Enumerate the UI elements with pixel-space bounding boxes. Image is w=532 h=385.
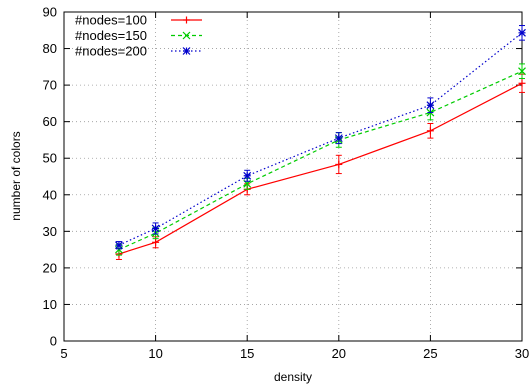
marker-stroke (518, 67, 526, 76)
x-tick-label: 25 (423, 346, 437, 361)
series-group (115, 25, 526, 260)
marker-stroke (115, 241, 123, 250)
series-line (118, 32, 523, 246)
y-tick-label: 70 (43, 78, 57, 93)
legend-label: #nodes=100 (75, 13, 147, 28)
legend-label: #nodes=200 (75, 44, 147, 59)
data-point (335, 160, 343, 168)
data-point (426, 101, 435, 110)
y-tick-label: 30 (43, 224, 57, 239)
legend-label: #nodes=150 (75, 28, 147, 43)
marker-stroke (334, 134, 343, 143)
series-3 (115, 25, 526, 250)
data-point (183, 16, 190, 24)
data-point (334, 134, 343, 143)
x-tick-label: 20 (332, 346, 346, 361)
legend: #nodes=100#nodes=150#nodes=200 (75, 13, 202, 59)
axis-ticks: 0 10 20 30 40 50 60 70 80 90 5 10 15 20 25 30 (43, 5, 530, 362)
x-tick-label: 5 (60, 346, 67, 361)
marker-stroke (182, 47, 191, 55)
x-tick-label: 15 (240, 346, 254, 361)
marker-stroke (182, 31, 191, 40)
marker-stroke (243, 171, 252, 180)
x-tick-label: 10 (148, 346, 162, 361)
data-point (151, 224, 160, 233)
data-point (426, 127, 434, 135)
data-point (182, 31, 191, 40)
series-2 (115, 63, 526, 256)
legend-item-3: #nodes=200 (75, 44, 202, 59)
series-line (118, 70, 523, 251)
marker-stroke (151, 224, 160, 233)
grid-lines (64, 12, 522, 341)
marker-stroke (426, 101, 435, 110)
y-tick-label: 80 (43, 41, 57, 56)
y-tick-label: 50 (43, 151, 57, 166)
y-axis-title: number of colors (9, 131, 23, 220)
plot-frame (63, 11, 523, 342)
x-tick-label: 30 (515, 346, 529, 361)
y-tick-label: 60 (43, 114, 57, 129)
x-axis-title: density (274, 370, 312, 384)
data-point (243, 171, 252, 180)
series-line (118, 82, 523, 255)
data-point (115, 241, 123, 250)
marker-stroke (518, 28, 526, 37)
legend-item-2: #nodes=150 (75, 28, 202, 43)
data-point (518, 67, 526, 76)
data-point (152, 238, 160, 246)
data-point (518, 28, 526, 37)
y-tick-label: 20 (43, 260, 57, 275)
data-point (182, 47, 191, 55)
data-point (518, 79, 526, 87)
legend-item-1: #nodes=100 (75, 13, 202, 28)
y-tick-label: 90 (43, 5, 57, 20)
y-tick-label: 10 (43, 297, 57, 312)
y-tick-label: 40 (43, 187, 57, 202)
y-tick-label: 0 (50, 334, 57, 349)
